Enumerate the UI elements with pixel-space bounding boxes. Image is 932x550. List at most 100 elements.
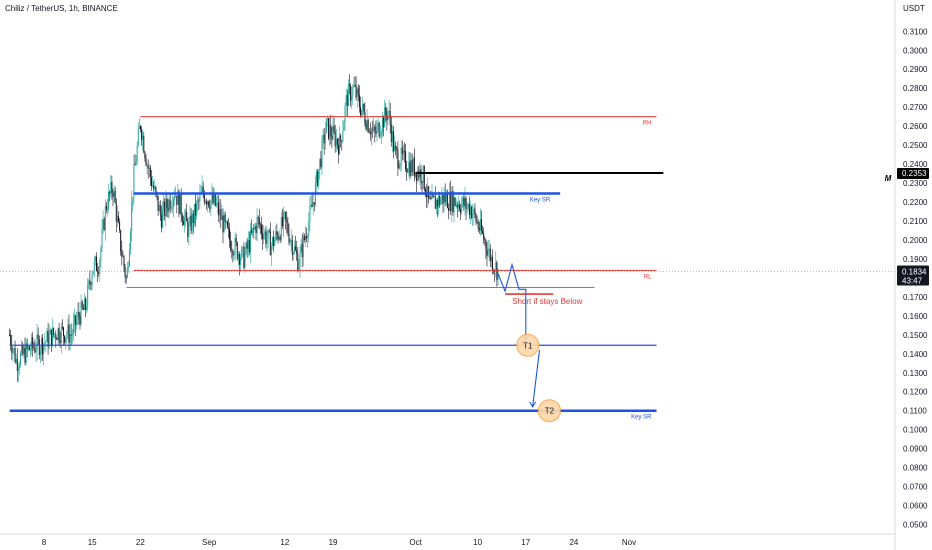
- candle-body: [400, 147, 402, 165]
- candle-body: [405, 151, 407, 169]
- candle-body: [12, 349, 14, 353]
- candle-body: [177, 191, 179, 205]
- candle-body: [144, 152, 146, 158]
- candle-body: [278, 236, 280, 240]
- candle-body: [181, 215, 183, 222]
- candle-body: [122, 256, 124, 257]
- candle-body: [119, 222, 121, 231]
- x-axis: 8 15 22 Sep 12 19 Oct 10 17 24 Nov: [0, 533, 895, 547]
- candle-body: [487, 251, 489, 256]
- candle-body: [452, 190, 454, 213]
- candle-body: [230, 240, 232, 251]
- y-tick-label: 0.2300: [903, 179, 928, 188]
- candle-body: [309, 206, 311, 222]
- candle-body: [476, 221, 478, 223]
- candle-body: [126, 267, 128, 278]
- candle-body: [356, 88, 358, 98]
- arrow-head: [529, 401, 537, 408]
- level-label: Key SR: [530, 197, 551, 203]
- candle-body: [463, 197, 465, 207]
- target-label: T1: [523, 341, 533, 350]
- candle-body: [359, 106, 361, 116]
- candle-body: [270, 245, 272, 256]
- candle-body: [475, 214, 477, 222]
- candle-body: [209, 206, 211, 209]
- candle-body: [286, 219, 288, 223]
- candle-body: [445, 194, 447, 202]
- candle-body: [46, 330, 48, 342]
- candle-body: [66, 334, 68, 338]
- candle-body: [154, 186, 156, 190]
- candle-body: [429, 197, 431, 199]
- candle-body: [215, 203, 217, 206]
- candle-body: [310, 204, 312, 207]
- candle-body: [130, 231, 132, 250]
- candle-body: [225, 221, 227, 223]
- projection-path-2: [532, 349, 541, 407]
- candle-body: [344, 105, 346, 122]
- candle-body: [227, 227, 229, 229]
- candle-body: [220, 209, 222, 220]
- y-tick-label: 0.0800: [903, 464, 928, 473]
- candle-body: [50, 329, 52, 346]
- candle-body: [391, 131, 393, 143]
- candle-body: [197, 200, 199, 203]
- candle-body: [120, 230, 122, 252]
- candle-body: [142, 135, 144, 140]
- candle-body: [289, 240, 291, 243]
- x-tick-label: 8: [42, 538, 47, 547]
- candle-body: [494, 270, 496, 272]
- candle-body: [132, 196, 134, 202]
- candle-body: [61, 326, 63, 328]
- candle-body: [201, 186, 203, 192]
- candle-body: [456, 204, 458, 208]
- candle-body: [282, 212, 284, 227]
- candle-body: [94, 256, 96, 262]
- candle-body: [311, 204, 313, 207]
- current-price-value: 0.1834: [902, 267, 927, 276]
- candle-body: [23, 348, 25, 355]
- chart-title: Chiliz / TetherUS, 1h, BINANCE: [5, 4, 118, 13]
- candle-body: [172, 198, 174, 207]
- candle-body: [196, 202, 198, 216]
- candle-body: [22, 345, 24, 355]
- candle-body: [167, 207, 169, 212]
- candle-body: [407, 171, 409, 173]
- candle-body: [47, 330, 49, 347]
- candle-body: [473, 208, 475, 215]
- candles: [9, 74, 499, 382]
- candle-body: [273, 237, 275, 247]
- candle-body: [322, 134, 324, 140]
- candle-body: [185, 211, 187, 218]
- candle-body: [406, 168, 408, 172]
- candle-body: [42, 338, 44, 355]
- candle-body: [368, 131, 370, 133]
- y-tick-label: 0.1400: [903, 350, 928, 359]
- candle-body: [165, 198, 167, 217]
- candle-body: [460, 209, 462, 213]
- level-label: Key SR: [631, 415, 652, 421]
- candle-body: [340, 135, 342, 141]
- candle-body: [58, 328, 60, 341]
- candle-body: [389, 110, 391, 125]
- candle-body: [347, 84, 349, 107]
- x-tick-label: 15: [88, 538, 97, 547]
- candle-body: [82, 307, 84, 310]
- candle-body: [43, 343, 45, 355]
- candle-body: [395, 145, 397, 149]
- candle-body: [370, 129, 372, 135]
- candle-body: [256, 216, 258, 233]
- candle-body: [168, 199, 170, 212]
- candle-body: [176, 195, 178, 205]
- candle-body: [423, 165, 425, 189]
- candle-body: [275, 231, 277, 240]
- candle-body: [431, 193, 433, 199]
- candle-body: [149, 168, 151, 178]
- candle-body: [362, 104, 364, 110]
- y-tick-label: 0.1200: [903, 388, 928, 397]
- candle-body: [483, 233, 485, 240]
- candle-body: [73, 315, 75, 324]
- candle-body: [115, 202, 117, 222]
- candle-body: [88, 280, 90, 286]
